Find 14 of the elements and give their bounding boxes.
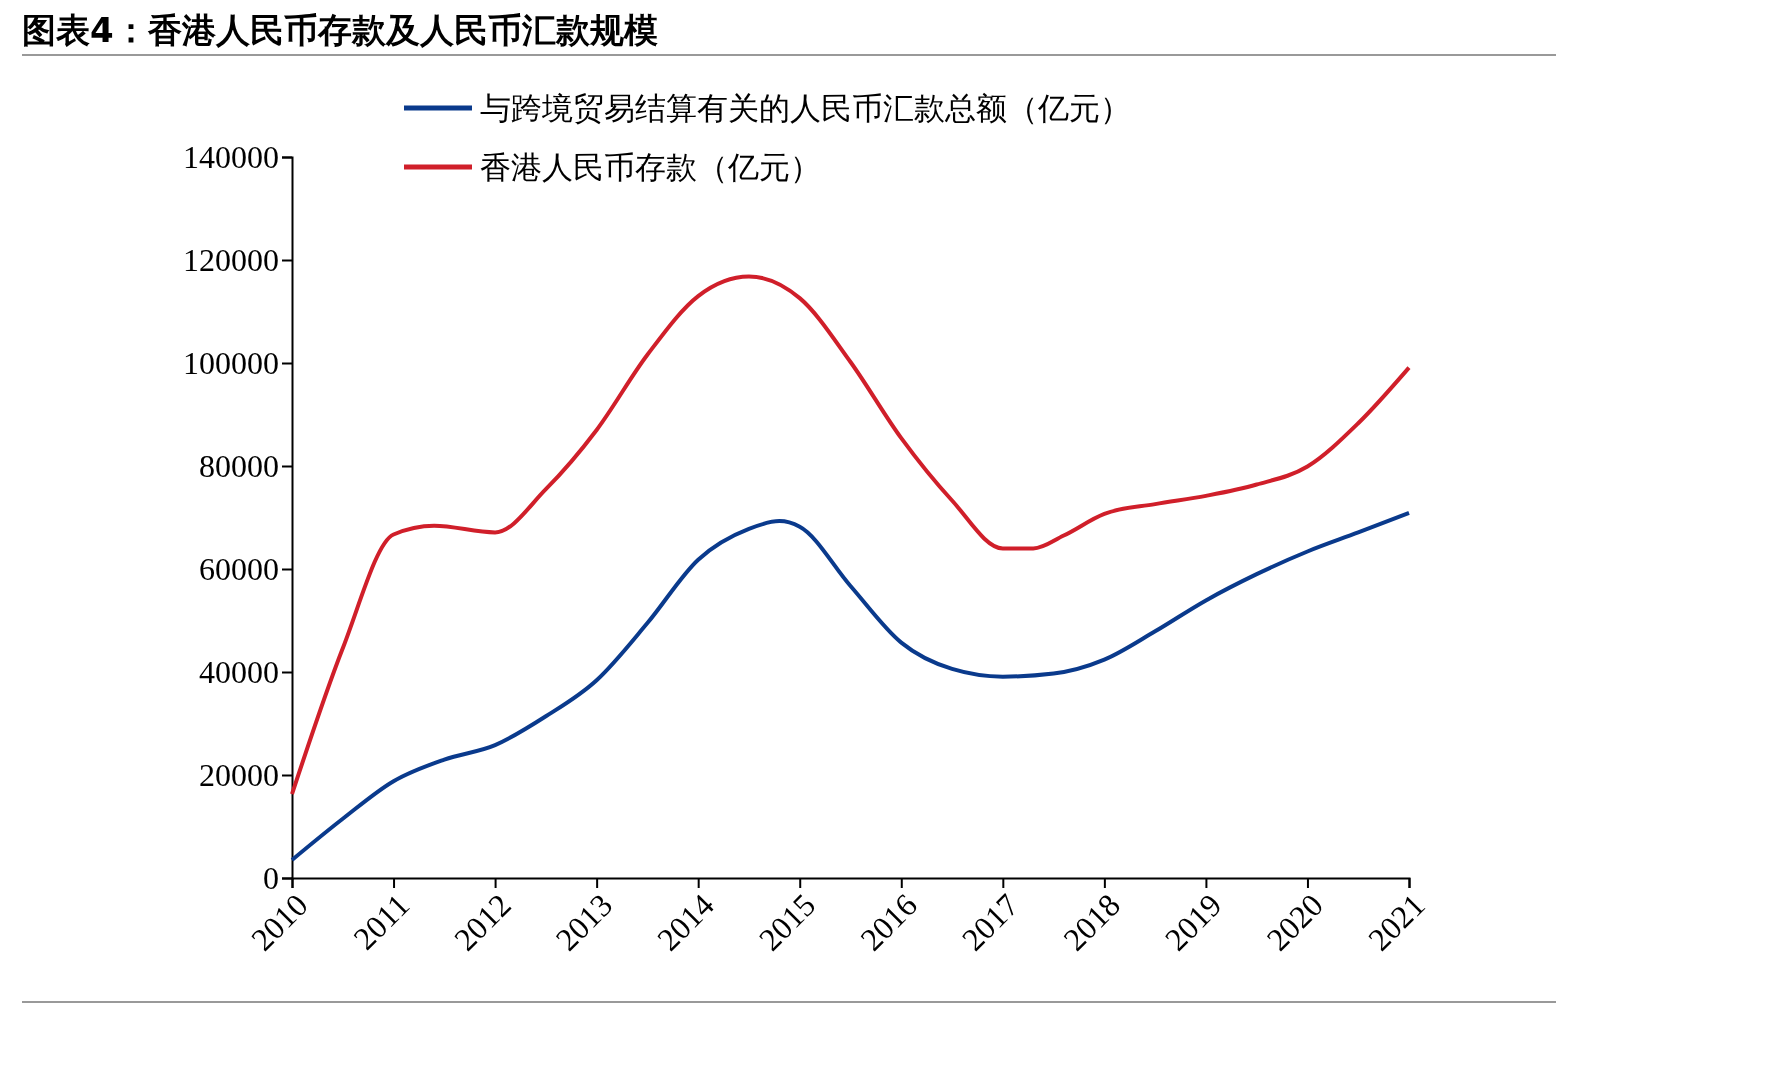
y-tick-label: 40000 — [199, 653, 279, 690]
y-tick-label: 60000 — [199, 550, 279, 587]
y-tick-label: 20000 — [199, 756, 279, 793]
y-tick-label: 0 — [263, 859, 279, 896]
y-tick-label: 140000 — [183, 138, 279, 175]
chart-title: 图表4：香港人民币存款及人民币汇款规模 — [22, 10, 658, 50]
legend-label: 香港人民币存款（亿元） — [480, 149, 821, 185]
line-series — [290, 510, 1411, 862]
x-tick-label: 2011 — [346, 886, 417, 957]
y-tick-label: 100000 — [183, 344, 279, 381]
legend-label: 与跨境贸易结算有关的人民币汇款总额（亿元） — [480, 90, 1131, 126]
y-tick-label: 120000 — [183, 241, 279, 278]
line-series — [290, 274, 1411, 797]
y-tick-label: 80000 — [199, 447, 279, 484]
